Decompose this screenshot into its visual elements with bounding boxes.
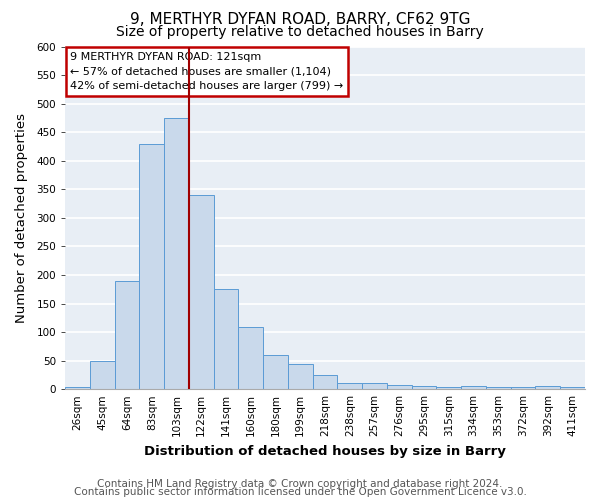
Bar: [164, 118, 189, 389]
Bar: [263, 355, 288, 389]
Bar: [362, 383, 387, 389]
Bar: [560, 388, 585, 389]
Bar: [189, 195, 214, 389]
Text: Contains HM Land Registry data © Crown copyright and database right 2024.: Contains HM Land Registry data © Crown c…: [97, 479, 503, 489]
Text: 9, MERTHYR DYFAN ROAD, BARRY, CF62 9TG: 9, MERTHYR DYFAN ROAD, BARRY, CF62 9TG: [130, 12, 470, 28]
Text: Size of property relative to detached houses in Barry: Size of property relative to detached ho…: [116, 25, 484, 39]
X-axis label: Distribution of detached houses by size in Barry: Distribution of detached houses by size …: [144, 444, 506, 458]
Bar: [313, 375, 337, 389]
Text: Contains public sector information licensed under the Open Government Licence v3: Contains public sector information licen…: [74, 487, 526, 497]
Bar: [412, 386, 436, 389]
Bar: [238, 328, 263, 389]
Bar: [461, 386, 486, 389]
Bar: [511, 388, 535, 389]
Bar: [535, 386, 560, 389]
Bar: [214, 289, 238, 389]
Bar: [90, 360, 115, 389]
Y-axis label: Number of detached properties: Number of detached properties: [15, 113, 28, 323]
Text: 9 MERTHYR DYFAN ROAD: 121sqm
← 57% of detached houses are smaller (1,104)
42% of: 9 MERTHYR DYFAN ROAD: 121sqm ← 57% of de…: [70, 52, 344, 91]
Bar: [288, 364, 313, 389]
Bar: [139, 144, 164, 389]
Bar: [337, 383, 362, 389]
Bar: [115, 280, 139, 389]
Bar: [436, 388, 461, 389]
Bar: [387, 385, 412, 389]
Bar: [486, 388, 511, 389]
Bar: [65, 388, 90, 389]
